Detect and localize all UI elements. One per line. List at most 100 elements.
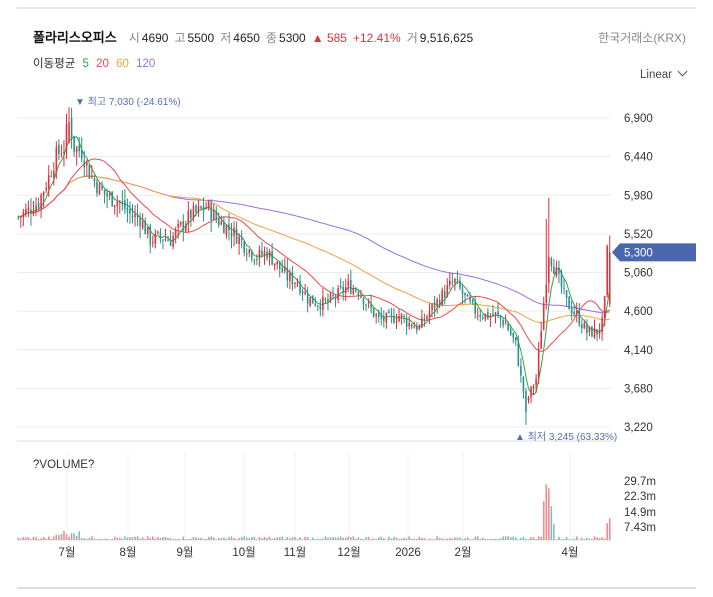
candle-body — [560, 272, 563, 288]
volume-bar — [253, 536, 256, 540]
y-tick-label: 5,980 — [624, 190, 653, 202]
candle-body — [152, 242, 154, 244]
volume-bar — [403, 537, 405, 540]
volume-bar — [570, 539, 573, 540]
volume-bar — [327, 537, 329, 540]
volume-bar — [225, 538, 228, 540]
volume-bar — [116, 537, 119, 540]
candle-body — [459, 280, 461, 289]
candle-body — [438, 299, 441, 306]
volume-bar — [113, 536, 116, 540]
volume-bar — [296, 538, 299, 540]
candle-body — [32, 212, 35, 215]
volume-bar — [245, 537, 248, 540]
candle-body — [362, 297, 365, 305]
candle-body — [583, 322, 586, 329]
volume-bar — [284, 539, 286, 540]
volume-bar — [47, 536, 50, 540]
change-amount: ▲ 585 — [311, 31, 347, 45]
candle-body — [207, 202, 210, 208]
high-label: 고 — [174, 31, 186, 45]
candle-body — [45, 187, 47, 191]
x-tick-label: 2월 — [455, 546, 472, 559]
candle-body — [240, 238, 243, 241]
ma-legend: 이동평균 5 20 60 120 — [33, 55, 159, 71]
volume-bar — [215, 539, 218, 540]
volume-bar — [141, 537, 144, 540]
volume-bar — [494, 538, 497, 540]
volume-bar — [93, 538, 96, 540]
candle-body — [360, 296, 362, 298]
volume-bar — [22, 536, 25, 540]
volume-bar — [398, 538, 400, 540]
candle-body — [449, 280, 451, 286]
candle-body — [502, 319, 504, 326]
candle-body — [75, 147, 78, 153]
volume-bar — [418, 536, 421, 540]
volume-bar — [395, 537, 398, 540]
volume-bar — [492, 538, 494, 540]
max-price-annotation: ▼ 최고 7,030 (-24.61%) — [75, 96, 181, 108]
candle-body — [522, 376, 525, 392]
volume-bar — [205, 538, 207, 540]
volume-bar — [344, 537, 347, 540]
last-price-tag — [612, 243, 696, 262]
ma20-label[interactable]: 20 — [96, 58, 109, 70]
candle-body — [172, 236, 174, 247]
candle-body — [174, 229, 177, 237]
volume-bar — [311, 537, 314, 540]
volume-bar — [144, 538, 146, 540]
volume-bar — [78, 531, 80, 540]
volume-bar — [197, 537, 200, 540]
candle-body — [134, 214, 136, 218]
candle-body — [17, 216, 20, 218]
volume-bar — [98, 538, 101, 540]
candle-body — [492, 313, 494, 316]
candle-body — [525, 390, 527, 412]
candle-body — [210, 203, 212, 221]
volume-bar — [261, 538, 263, 540]
candle-body — [108, 193, 111, 196]
candle-body — [520, 365, 522, 376]
volume-bar — [289, 538, 291, 540]
volume-bar — [355, 538, 357, 540]
ma120-label[interactable]: 120 — [136, 58, 156, 70]
x-tick-label: 11월 — [284, 546, 307, 559]
candle-body — [266, 251, 268, 259]
candle-body — [271, 251, 273, 265]
ma5-label[interactable]: 5 — [82, 58, 89, 70]
candle-body — [565, 290, 568, 298]
scale-dropdown[interactable]: Linear — [640, 66, 688, 81]
volume-bar — [426, 539, 428, 540]
volume-bar — [502, 536, 504, 540]
candle-body — [464, 292, 466, 296]
candle-body — [60, 154, 63, 156]
candle-body — [146, 227, 149, 235]
candle-body — [372, 308, 375, 317]
candle-body — [530, 386, 532, 398]
volume-bar — [400, 538, 403, 540]
volume-bar — [555, 539, 558, 540]
ma60-label[interactable]: 60 — [116, 58, 129, 70]
volume-bar — [53, 536, 55, 540]
volume-bar — [60, 534, 63, 540]
candle-body — [154, 233, 157, 244]
candle-body — [235, 228, 238, 244]
candle-body — [314, 303, 317, 306]
candle-body — [484, 313, 487, 320]
volume-bar — [317, 538, 319, 540]
volume-bar — [360, 538, 362, 540]
candle-body — [278, 261, 281, 269]
volume-bar — [233, 537, 235, 540]
x-tick-label: 9월 — [177, 546, 194, 559]
candle-body — [98, 184, 101, 195]
volume-bar — [286, 536, 289, 540]
candle-body — [395, 321, 398, 323]
volume-bar — [212, 537, 215, 540]
candle-body — [116, 201, 119, 206]
volume-bar — [421, 538, 423, 540]
candle-body — [187, 210, 190, 225]
candle-body — [466, 295, 469, 297]
